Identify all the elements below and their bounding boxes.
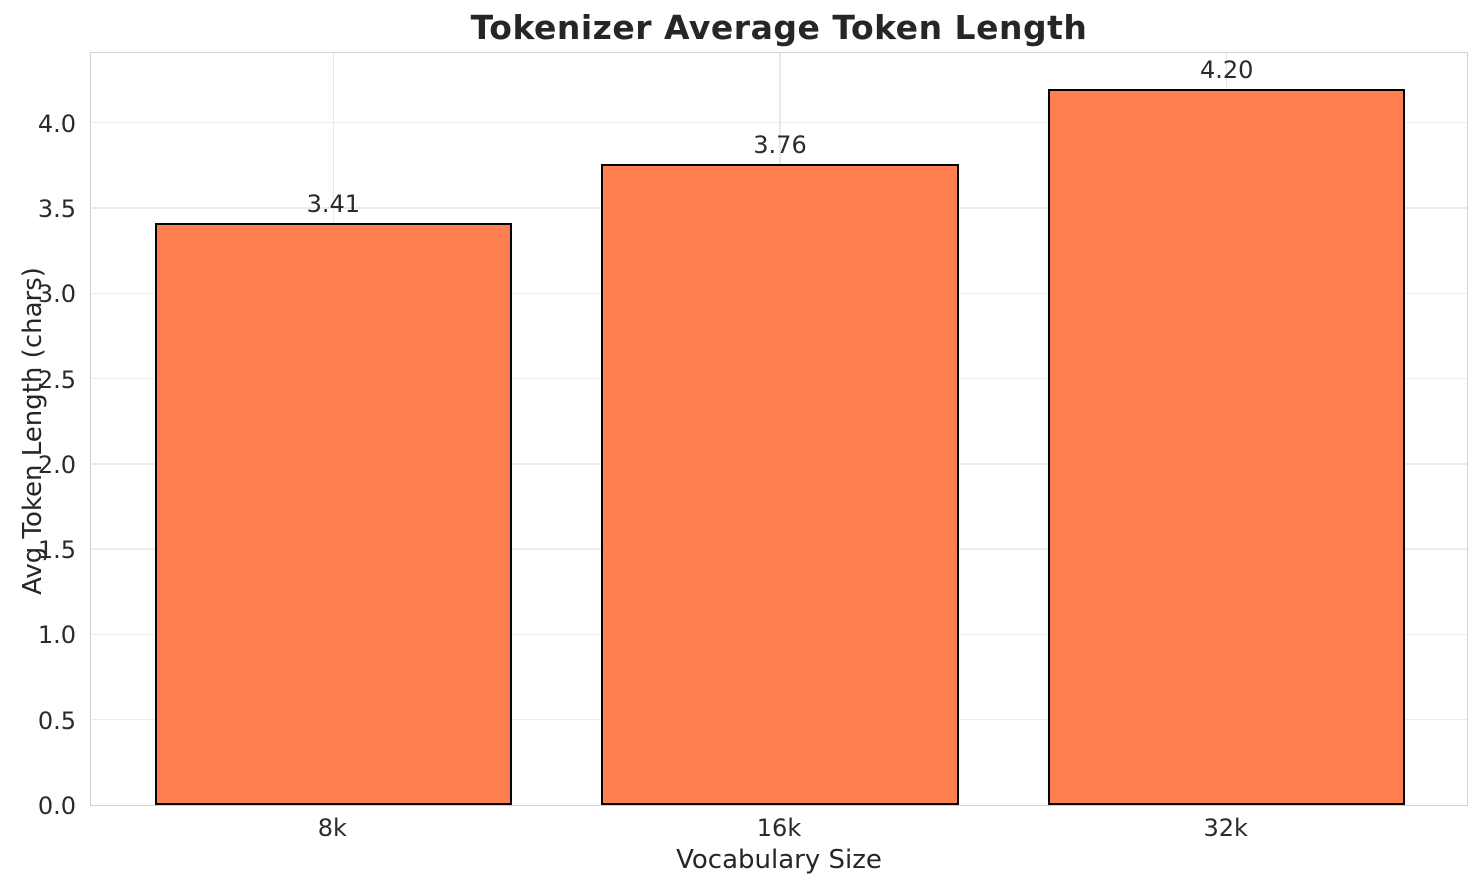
x-tick-label: 8k <box>317 814 347 842</box>
y-tick-label: 4.0 <box>37 109 76 138</box>
y-tick-label: 0.0 <box>37 792 76 820</box>
x-tick-label: 32k <box>1203 814 1248 842</box>
bar <box>154 223 512 805</box>
y-tick-label: 2.5 <box>37 365 76 394</box>
x-tick-label: 16k <box>756 814 802 842</box>
y-tick-label: 2.0 <box>37 450 76 479</box>
y-tick-label: 3.0 <box>37 280 76 309</box>
bar <box>1048 88 1406 805</box>
bar-value-label: 3.41 <box>306 190 361 219</box>
y-tick-label: 1.5 <box>37 536 76 565</box>
chart-title: Tokenizer Average Token Length <box>470 8 1088 47</box>
gridline-h <box>91 121 1467 124</box>
y-tick-label: 1.0 <box>37 621 76 650</box>
plot-area: 3.41 3.76 4.20 <box>90 52 1468 806</box>
y-tick-label: 3.5 <box>37 194 76 223</box>
y-tick-label: 0.5 <box>37 706 76 735</box>
bar <box>601 163 959 805</box>
bar-value-label: 3.76 <box>753 130 807 159</box>
x-axis-label: Vocabulary Size <box>676 845 882 875</box>
bar-value-label: 4.20 <box>1199 55 1254 84</box>
